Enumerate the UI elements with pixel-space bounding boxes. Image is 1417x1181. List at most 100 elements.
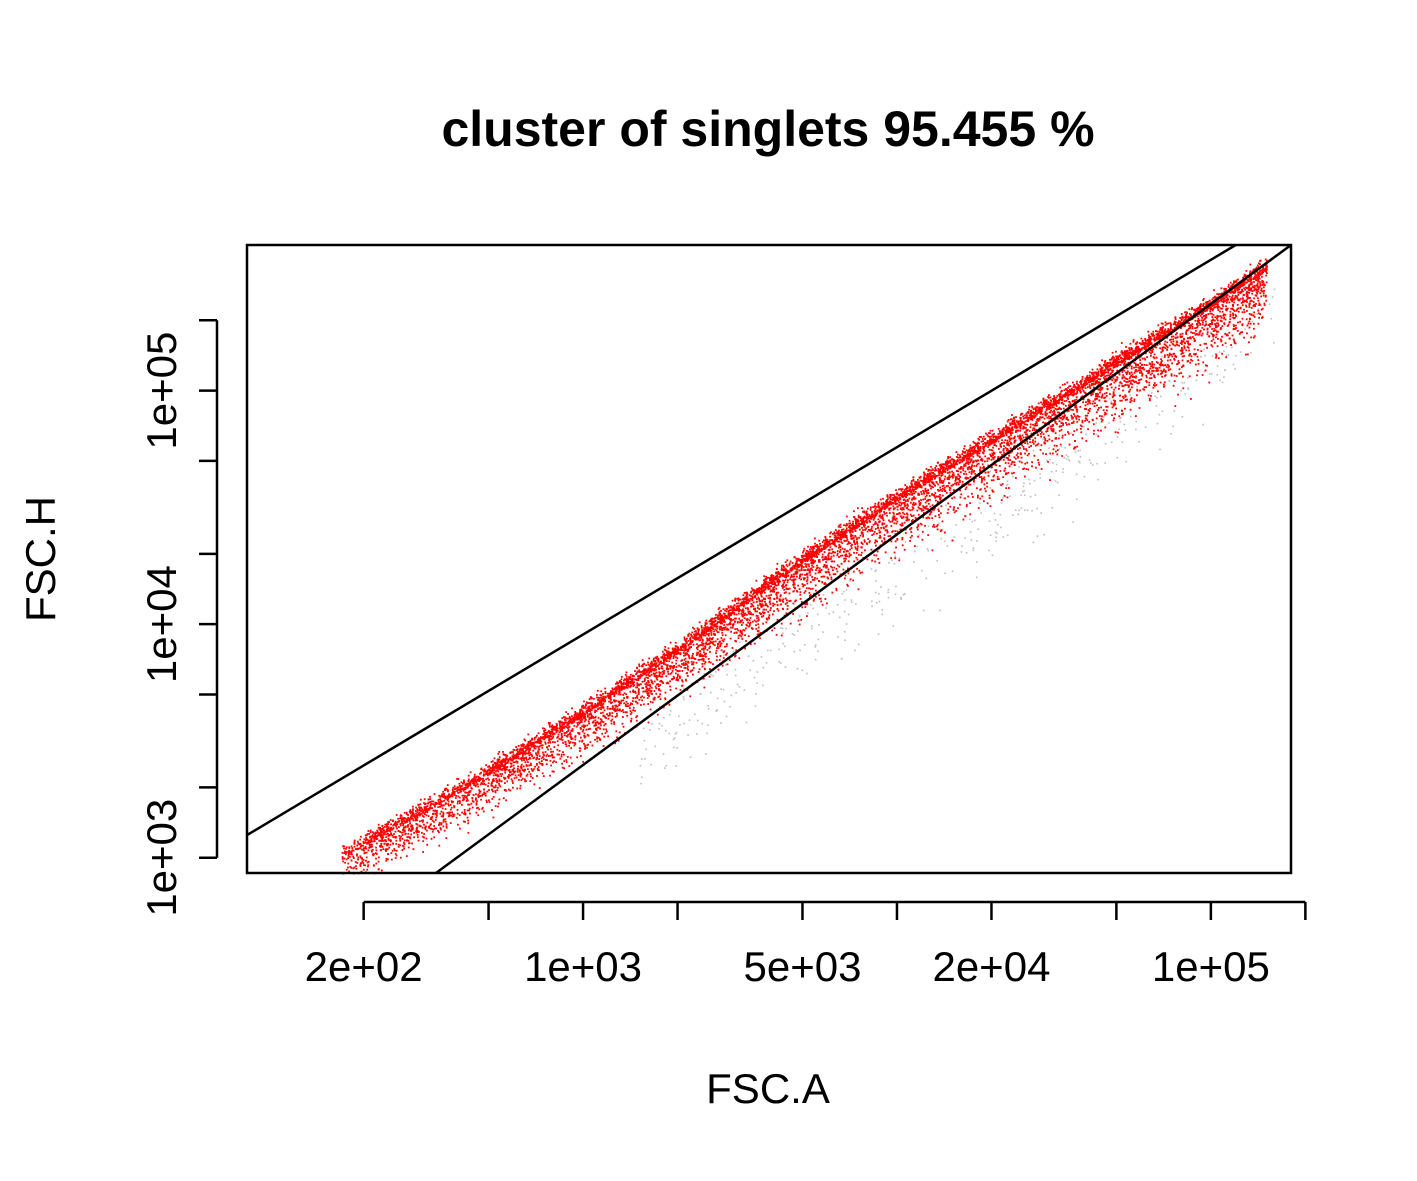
singlet-point bbox=[773, 586, 776, 588]
singlet-point bbox=[509, 771, 511, 774]
singlet-point bbox=[1118, 372, 1121, 375]
singlet-point bbox=[1139, 342, 1142, 345]
singlet-point bbox=[938, 479, 941, 482]
doublet-point bbox=[945, 504, 947, 507]
singlet-point bbox=[758, 588, 761, 591]
singlet-point bbox=[651, 662, 653, 665]
singlet-point bbox=[865, 511, 868, 514]
singlet-point bbox=[657, 665, 659, 667]
singlet-point bbox=[961, 453, 964, 455]
singlet-point bbox=[1089, 371, 1091, 374]
singlet-point bbox=[877, 510, 880, 512]
singlet-point bbox=[709, 630, 712, 633]
singlet-point bbox=[890, 540, 893, 543]
singlet-point bbox=[1256, 264, 1259, 267]
singlet-point bbox=[530, 753, 533, 756]
doublet-point bbox=[965, 552, 968, 554]
doublet-point bbox=[678, 715, 680, 717]
singlet-point bbox=[527, 747, 530, 749]
doublet-point bbox=[1155, 405, 1158, 407]
singlet-point bbox=[1133, 362, 1136, 364]
singlet-point bbox=[844, 577, 846, 580]
singlet-point bbox=[1005, 487, 1008, 489]
singlet-point bbox=[498, 768, 501, 770]
singlet-point bbox=[1086, 403, 1089, 406]
singlet-point bbox=[911, 535, 913, 537]
doublet-point bbox=[999, 513, 1002, 516]
singlet-point bbox=[1092, 376, 1094, 378]
singlet-point bbox=[569, 719, 572, 721]
singlet-point bbox=[809, 588, 812, 590]
doublet-point bbox=[1125, 460, 1127, 463]
singlet-point bbox=[786, 601, 789, 604]
singlet-point bbox=[919, 508, 922, 510]
doublet-point bbox=[1096, 462, 1098, 465]
singlet-point bbox=[945, 467, 947, 469]
singlet-point bbox=[762, 615, 765, 617]
singlet-point bbox=[883, 503, 886, 505]
singlet-point bbox=[616, 708, 619, 710]
singlet-point bbox=[1227, 298, 1230, 301]
singlet-point bbox=[622, 711, 625, 714]
singlet-point bbox=[979, 497, 982, 500]
singlet-point bbox=[844, 554, 846, 557]
singlet-point bbox=[640, 696, 642, 699]
singlet-point bbox=[611, 693, 614, 695]
singlet-point bbox=[510, 771, 512, 773]
doublet-point bbox=[1051, 507, 1054, 509]
singlet-point bbox=[468, 803, 471, 806]
singlet-point bbox=[878, 529, 881, 532]
doublet-point bbox=[1106, 400, 1108, 403]
singlet-point bbox=[541, 772, 544, 775]
singlet-point bbox=[421, 811, 424, 814]
doublet-point bbox=[844, 639, 846, 641]
singlet-point bbox=[718, 611, 721, 613]
singlet-point bbox=[755, 579, 758, 582]
singlet-point bbox=[1128, 384, 1130, 387]
singlet-point bbox=[943, 488, 946, 491]
singlet-point bbox=[742, 600, 745, 603]
singlet-point bbox=[350, 866, 353, 869]
singlet-point bbox=[932, 483, 935, 485]
doublet-point bbox=[1022, 485, 1025, 488]
singlet-point bbox=[419, 820, 421, 823]
doublet-point bbox=[1021, 490, 1024, 493]
singlet-point bbox=[1196, 355, 1199, 358]
singlet-point bbox=[710, 630, 713, 632]
singlet-point bbox=[402, 818, 405, 821]
singlet-point bbox=[662, 706, 665, 709]
doublet-point bbox=[960, 551, 963, 553]
singlet-point bbox=[922, 506, 925, 509]
singlet-point bbox=[843, 560, 846, 563]
singlet-point bbox=[603, 700, 605, 703]
singlet-point bbox=[1058, 420, 1061, 423]
singlet-point bbox=[596, 689, 599, 692]
doublet-point bbox=[780, 627, 782, 629]
singlet-point bbox=[857, 588, 860, 591]
doublet-point bbox=[716, 697, 719, 700]
singlet-point bbox=[395, 839, 398, 842]
singlet-point bbox=[649, 700, 652, 703]
singlet-point bbox=[813, 560, 815, 563]
singlet-point bbox=[734, 621, 736, 623]
singlet-point bbox=[646, 684, 649, 686]
singlet-point bbox=[902, 495, 905, 498]
singlet-point bbox=[856, 558, 859, 561]
singlet-point bbox=[550, 738, 553, 741]
singlet-point bbox=[738, 657, 741, 660]
doublet-point bbox=[738, 686, 741, 688]
singlet-point bbox=[861, 526, 863, 529]
singlet-point bbox=[1172, 338, 1174, 341]
singlet-point bbox=[897, 500, 900, 502]
singlet-point bbox=[622, 694, 625, 696]
singlet-point bbox=[931, 478, 934, 481]
singlet-point bbox=[912, 476, 915, 479]
singlet-point bbox=[880, 503, 883, 506]
singlet-point bbox=[369, 831, 372, 834]
singlet-point bbox=[1247, 353, 1249, 356]
singlet-point bbox=[712, 628, 714, 630]
singlet-point bbox=[913, 496, 915, 498]
doublet-point bbox=[1039, 473, 1041, 475]
singlet-point bbox=[861, 532, 864, 534]
singlet-point bbox=[567, 740, 570, 742]
